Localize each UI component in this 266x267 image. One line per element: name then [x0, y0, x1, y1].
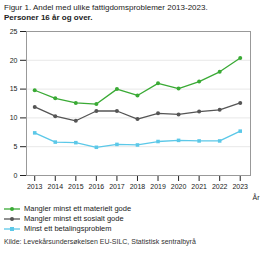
html-text:Figur 1. Andel med ulike fatti: Figur 1. Andel med ulike fattigdomsprobl…	[4, 3, 208, 12]
html-text:Personer 16 år og over.: Personer 16 år og over.	[4, 13, 93, 22]
html-text:Mangler minst ett materielt go: Mangler minst ett materielt gode	[24, 204, 132, 213]
svg-text:2013: 2013	[27, 183, 43, 190]
svg-text:2023: 2023	[232, 183, 248, 190]
svg-text:2015: 2015	[68, 183, 84, 190]
svg-text:15: 15	[10, 85, 18, 92]
svg-text:2014: 2014	[47, 183, 63, 190]
svg-text:0: 0	[14, 172, 18, 179]
svg-text:10: 10	[10, 114, 18, 121]
html-text:Minst ett betalingsproblem: Minst ett betalingsproblem	[24, 224, 112, 233]
svg-text:2022: 2022	[212, 183, 228, 190]
svg-text:2021: 2021	[191, 183, 207, 190]
svg-text:År: År	[253, 193, 261, 201]
svg-text:5: 5	[14, 143, 18, 150]
svg-text:25: 25	[10, 28, 18, 35]
html-text:Kilde: Levekårsundersøkelsen E: Kilde: Levekårsundersøkelsen EU-SILC, St…	[4, 238, 196, 245]
svg-text:2018: 2018	[130, 183, 146, 190]
svg-text:2016: 2016	[89, 183, 105, 190]
svg-text:2019: 2019	[150, 183, 166, 190]
svg-text:2020: 2020	[171, 183, 187, 190]
svg-text:2017: 2017	[109, 183, 125, 190]
svg-text:20: 20	[10, 57, 18, 64]
html-text:Mangler minst ett sosialt gode: Mangler minst ett sosialt gode	[24, 214, 124, 223]
